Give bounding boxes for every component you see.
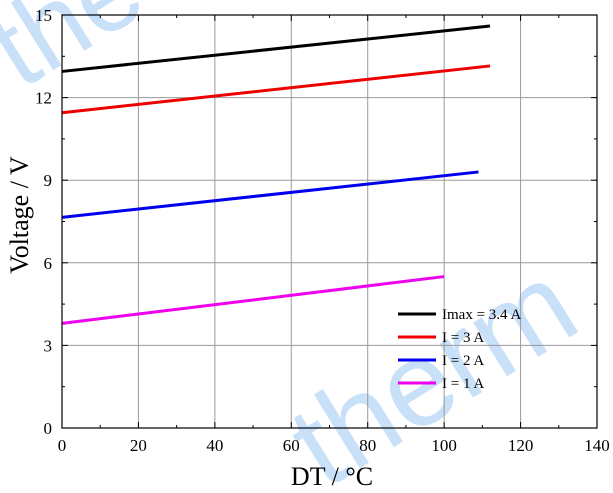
x-tick-label: 120 [508, 436, 534, 455]
y-tick-label: 3 [44, 336, 53, 355]
x-tick-label: 0 [58, 436, 67, 455]
legend: Imax = 3.4 A I = 3 A I = 2 A I = 1 A [398, 307, 521, 392]
series-line-2 [61, 64, 491, 115]
tick-labels: 0 20 40 60 80 100 120 140 0 3 6 9 12 15 [35, 6, 610, 455]
legend-label-1: Imax = 3.4 A [442, 307, 521, 323]
series-line-4 [61, 275, 445, 325]
axes [61, 14, 598, 429]
x-tick-label: 40 [206, 436, 223, 455]
legend-label-4: I = 1 A [442, 376, 484, 392]
x-tick-label: 80 [359, 436, 376, 455]
y-axis-title: Voltage / V [5, 156, 34, 274]
y-tick-label: 6 [44, 254, 53, 273]
series-line-3 [61, 170, 479, 219]
x-tick-label: 100 [431, 436, 457, 455]
legend-label-3: I = 2 A [442, 353, 484, 369]
y-tick-label: 15 [35, 6, 52, 25]
series-lines [61, 24, 491, 325]
x-tick-label: 60 [283, 436, 300, 455]
y-tick-label: 9 [44, 171, 53, 190]
series-line-1 [61, 24, 491, 73]
x-tick-label: 140 [584, 436, 610, 455]
x-axis-title: DT / °C [291, 462, 373, 491]
x-tick-label: 20 [130, 436, 147, 455]
y-tick-label: 0 [44, 419, 53, 438]
legend-label-2: I = 3 A [442, 330, 484, 346]
y-tick-label: 12 [35, 89, 52, 108]
grid [62, 15, 597, 428]
